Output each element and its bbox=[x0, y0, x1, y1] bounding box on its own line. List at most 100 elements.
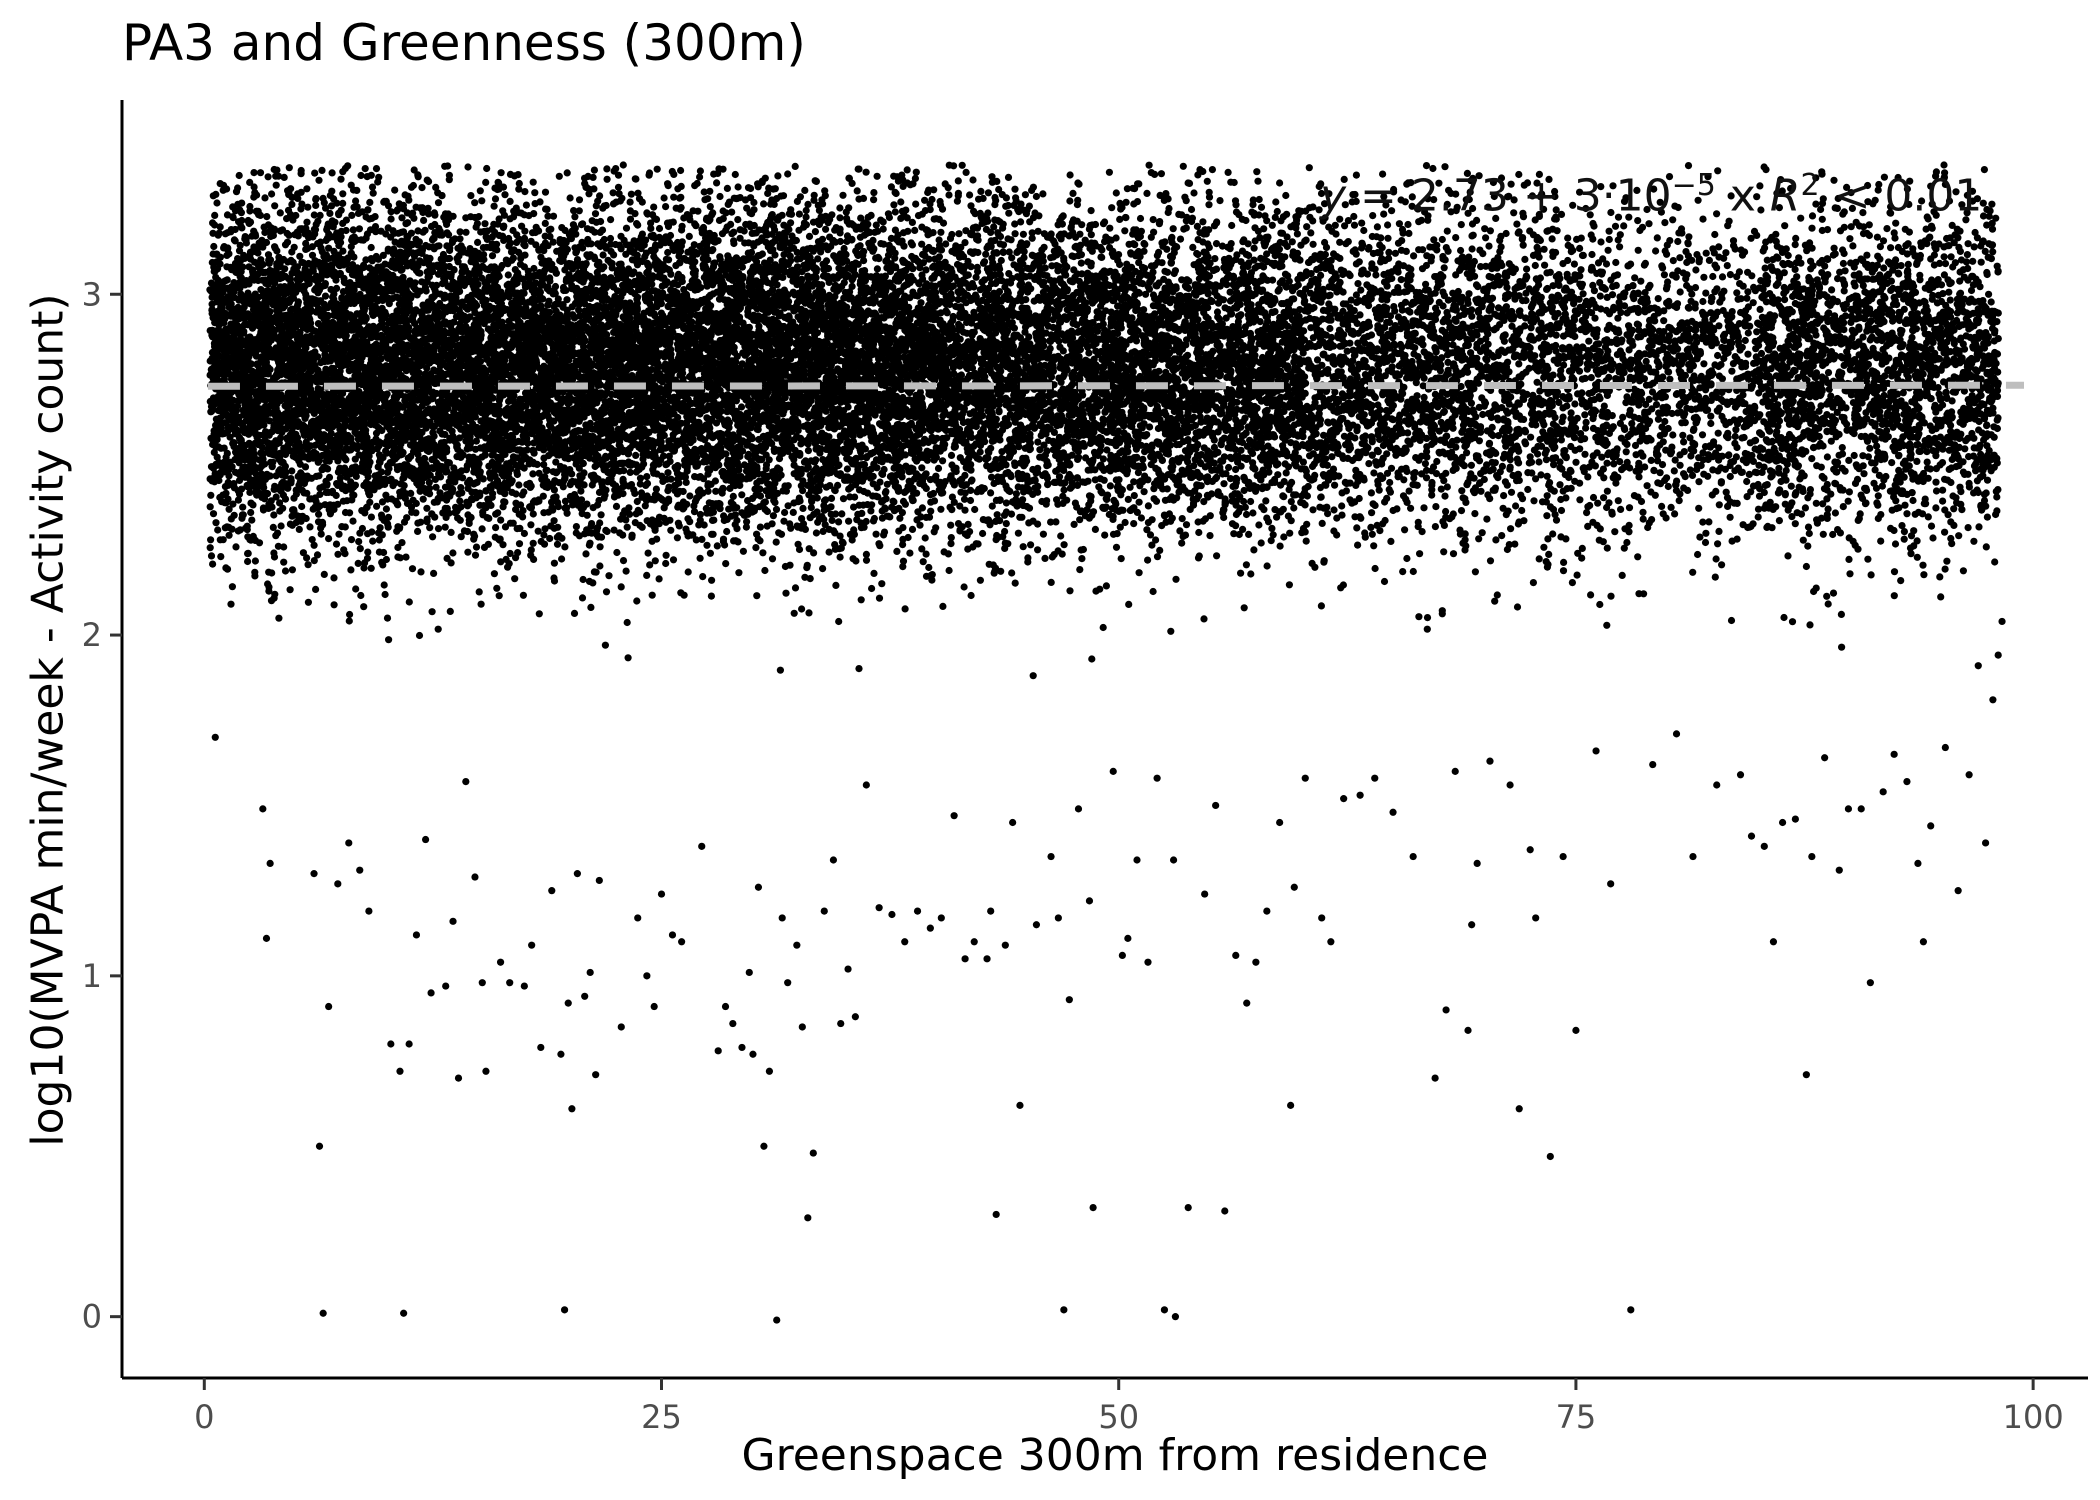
cloud-point bbox=[964, 520, 972, 529]
data-point bbox=[573, 870, 581, 878]
data-point bbox=[1409, 852, 1417, 861]
cloud-point bbox=[1639, 508, 1647, 516]
data-point bbox=[773, 1316, 781, 1324]
cloud-point bbox=[1330, 506, 1338, 514]
data-point bbox=[259, 805, 267, 813]
data-point bbox=[462, 778, 470, 786]
data-point bbox=[793, 941, 801, 949]
data-point bbox=[1791, 815, 1799, 823]
cloud-point bbox=[368, 528, 376, 536]
cloud-point bbox=[1318, 519, 1326, 528]
data-point bbox=[506, 979, 514, 987]
cloud-point bbox=[441, 523, 449, 531]
cloud-point bbox=[339, 219, 347, 227]
data-point bbox=[970, 938, 978, 946]
data-point bbox=[454, 1074, 463, 1082]
cloud-point bbox=[784, 502, 792, 510]
cloud-point bbox=[501, 191, 509, 199]
cloud-point bbox=[1718, 273, 1727, 281]
cloud-point bbox=[428, 608, 436, 616]
cloud-point bbox=[1309, 240, 1317, 248]
cloud-point bbox=[1249, 509, 1257, 517]
cloud-point bbox=[1705, 256, 1713, 264]
cloud-point bbox=[1027, 541, 1035, 549]
data-point bbox=[844, 965, 852, 973]
cloud-point bbox=[318, 166, 326, 174]
cloud-point bbox=[272, 181, 280, 189]
cloud-point bbox=[1557, 506, 1566, 515]
data-point bbox=[1074, 805, 1083, 813]
cloud-point bbox=[636, 480, 644, 488]
data-point bbox=[315, 1142, 324, 1150]
cloud-point bbox=[1409, 567, 1417, 576]
data-point bbox=[765, 1067, 774, 1075]
cloud-point bbox=[402, 553, 410, 561]
cloud-point bbox=[1155, 220, 1163, 228]
cloud-point bbox=[1386, 478, 1394, 487]
data-point bbox=[1857, 805, 1865, 813]
cloud-point bbox=[355, 225, 363, 233]
cloud-point bbox=[626, 215, 635, 223]
data-point bbox=[1532, 914, 1540, 922]
cloud-point bbox=[1145, 161, 1153, 169]
cloud-point bbox=[478, 525, 486, 533]
data-point bbox=[798, 1023, 806, 1031]
cloud-point bbox=[887, 183, 896, 191]
data-point bbox=[913, 907, 922, 915]
cloud-point bbox=[1541, 261, 1549, 269]
cloud-point bbox=[1754, 513, 1762, 521]
cloud-point bbox=[1240, 486, 1248, 495]
data-point bbox=[1989, 696, 1997, 704]
cloud-point bbox=[1260, 225, 1268, 233]
cloud-point bbox=[832, 581, 840, 590]
data-point bbox=[1890, 750, 1898, 758]
cloud-point bbox=[1728, 367, 1736, 375]
data-point bbox=[1866, 979, 1874, 987]
data-point bbox=[1778, 818, 1787, 827]
cloud-point bbox=[1055, 473, 1064, 481]
cloud-point bbox=[804, 447, 813, 455]
cloud-point bbox=[482, 178, 490, 186]
data-point bbox=[1941, 743, 1949, 752]
cloud-point bbox=[1685, 304, 1693, 312]
cloud-point bbox=[303, 218, 311, 226]
cloud-point bbox=[1542, 558, 1550, 566]
cloud-point bbox=[1112, 189, 1120, 197]
cloud-point bbox=[1507, 525, 1515, 533]
data-point bbox=[1592, 747, 1600, 755]
cloud-point bbox=[1714, 429, 1722, 437]
data-point bbox=[1974, 662, 1982, 670]
data-point bbox=[926, 924, 934, 932]
cloud-point bbox=[326, 209, 334, 217]
data-point bbox=[1607, 880, 1615, 888]
cloud-point bbox=[1669, 257, 1677, 265]
data-point bbox=[496, 958, 505, 966]
cloud-point bbox=[901, 605, 909, 613]
data-point bbox=[211, 733, 219, 741]
data-point bbox=[1389, 808, 1397, 816]
cloud-point bbox=[471, 551, 480, 559]
cloud-point bbox=[942, 240, 950, 248]
data-point bbox=[862, 781, 870, 789]
cloud-point bbox=[434, 199, 443, 207]
cloud-point bbox=[1189, 243, 1197, 251]
data-point bbox=[1769, 938, 1778, 946]
data-point bbox=[1089, 1204, 1097, 1212]
cloud-point bbox=[1700, 273, 1708, 281]
cloud-point bbox=[1667, 503, 1675, 511]
cloud-point bbox=[1791, 520, 1799, 528]
data-point bbox=[449, 917, 457, 925]
cloud-point bbox=[434, 625, 442, 633]
cloud-point bbox=[828, 516, 836, 525]
cloud-point bbox=[660, 194, 668, 202]
data-point bbox=[1221, 1207, 1229, 1215]
cloud-point bbox=[1486, 557, 1495, 565]
data-point bbox=[1118, 951, 1126, 960]
cloud-point bbox=[1932, 478, 1940, 486]
cloud-point bbox=[1005, 209, 1013, 217]
cloud-point bbox=[1983, 221, 1991, 229]
data-point bbox=[901, 938, 909, 946]
cloud-point bbox=[706, 549, 715, 557]
data-point bbox=[1844, 805, 1853, 813]
